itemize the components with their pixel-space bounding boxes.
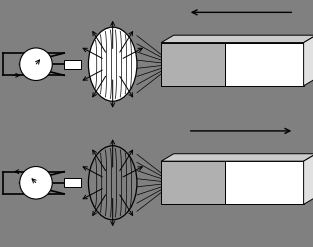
Ellipse shape bbox=[88, 146, 137, 220]
Polygon shape bbox=[225, 161, 304, 205]
FancyBboxPatch shape bbox=[64, 60, 81, 69]
Polygon shape bbox=[161, 154, 313, 161]
Circle shape bbox=[20, 48, 52, 81]
Polygon shape bbox=[161, 35, 313, 42]
Circle shape bbox=[20, 166, 52, 199]
Polygon shape bbox=[304, 35, 313, 86]
Ellipse shape bbox=[88, 27, 137, 101]
Polygon shape bbox=[225, 42, 304, 86]
FancyBboxPatch shape bbox=[64, 178, 81, 187]
Polygon shape bbox=[304, 154, 313, 205]
Polygon shape bbox=[161, 42, 225, 86]
Polygon shape bbox=[161, 161, 225, 205]
